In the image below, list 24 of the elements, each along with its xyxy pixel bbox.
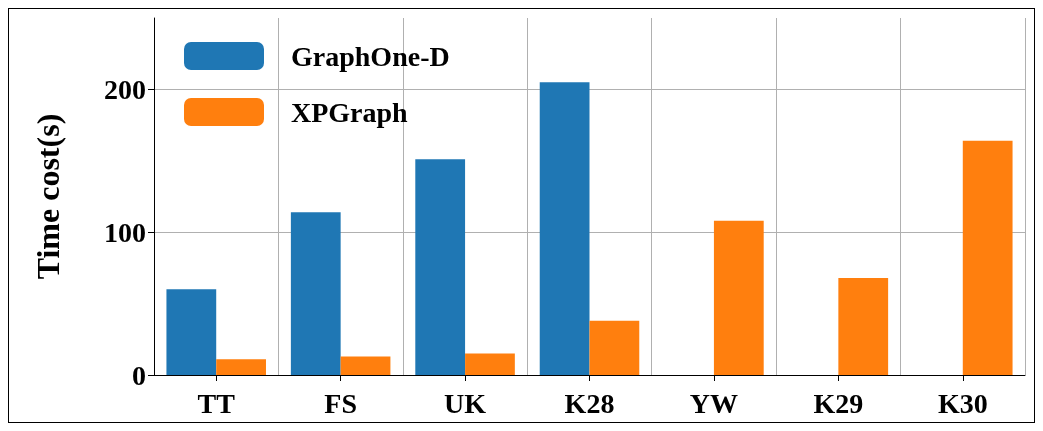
bar <box>962 140 1013 375</box>
y-tick-label: 0 <box>132 359 146 391</box>
bar <box>539 82 590 375</box>
bar <box>838 277 889 375</box>
x-tick-label: TT <box>197 387 236 419</box>
bar <box>415 159 466 375</box>
y-axis-title: Time cost(s) <box>30 113 66 280</box>
bar <box>166 289 217 375</box>
bar <box>589 320 640 375</box>
legend-label: XPGraph <box>291 96 409 128</box>
x-tick-label: K30 <box>937 387 988 419</box>
bar <box>465 353 515 375</box>
y-tick-label: 200 <box>104 73 146 105</box>
y-tick-label: 100 <box>104 216 146 248</box>
bar <box>290 212 341 375</box>
bar <box>216 359 266 375</box>
x-tick-label: K29 <box>813 387 864 419</box>
bar <box>340 356 391 375</box>
x-tick-label: YW <box>689 387 739 419</box>
x-tick-label: UK <box>444 387 487 419</box>
x-tick-label: K28 <box>564 387 615 419</box>
legend-label: GraphOne-D <box>291 40 450 72</box>
x-tick-label: FS <box>324 387 357 419</box>
bar <box>713 220 764 375</box>
